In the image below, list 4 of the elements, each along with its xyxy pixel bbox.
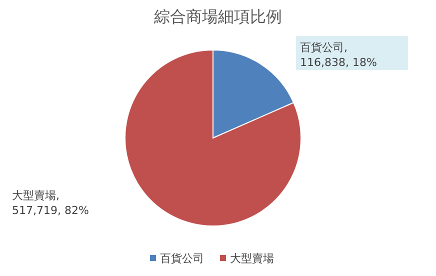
- title: 綜合商場細項比例: [154, 7, 282, 26]
- data-label: 百貨公司, 116,838, 18%: [300, 41, 377, 69]
- legend-label: 大型賣場: [230, 252, 274, 265]
- legend-label: 百貨公司: [160, 252, 204, 265]
